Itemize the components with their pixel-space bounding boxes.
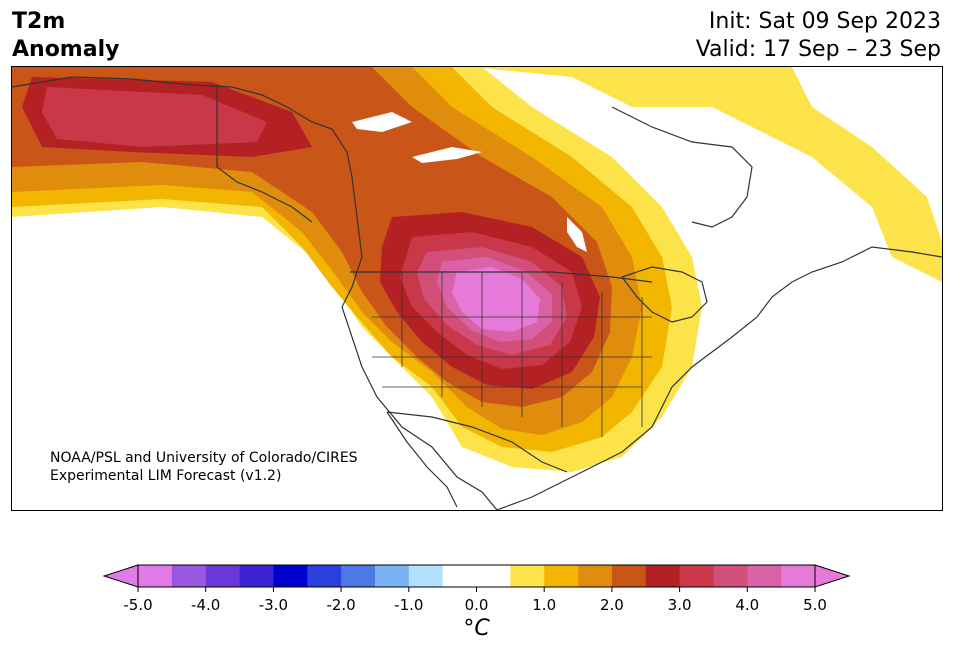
colorbar-cell [611,565,647,587]
colorbar-unit: °C [463,616,490,641]
colorbar-tick-label: -5.0 [123,596,152,614]
hudson-bay-coast [611,106,753,228]
baja-coastline [386,411,458,508]
state-lines [372,272,652,437]
anomaly-map: NOAA/PSL and University of Colorado/CIRE… [11,66,943,511]
colorbar-cell [307,565,342,587]
colorbar-cell [645,565,681,587]
great-slave-lake [412,147,482,163]
colorbar-cell [781,565,816,587]
title-quantity: Anomaly [12,37,120,62]
colorbar-tick-label: 4.0 [735,596,759,614]
great-bear-lake [352,112,412,132]
colorbar-cell [442,565,477,587]
valid-range: Valid: 17 Sep – 23 Sep [695,37,941,62]
map-title: T2m Anomaly [12,8,119,64]
colorbar-cell [138,565,173,587]
colorbar-cell [341,565,376,587]
init-date: Init: Sat 09 Sep 2023 [708,9,941,34]
colorbar: -5.0 -4.0 -3.0 -2.0 -1.0 0.0 1.0 2.0 3.0 4.0 5.0 [102,564,851,614]
forecast-dates: Init: Sat 09 Sep 2023 Valid: 17 Sep – 23… [696,8,941,64]
colorbar-cell [239,565,274,587]
colorbar-cell [205,565,241,587]
colorbar-cell [476,565,511,587]
credit-line-1: NOAA/PSL and University of Colorado/CIRE… [50,450,358,466]
colorbar-cell [544,565,579,587]
colorbar-cell [510,565,545,587]
map-svg [12,67,942,510]
colorbar-extend-max [814,564,851,588]
colorbar-cell [408,565,444,587]
colorbar-extend-min [102,564,139,588]
colorbar-tick-label: -3.0 [259,596,288,614]
colorbar-tick-label: 0.0 [465,596,489,614]
great-lakes-outline [621,266,708,323]
data-credit: NOAA/PSL and University of Colorado/CIRE… [50,449,358,485]
colorbar-tick-label: 2.0 [600,596,624,614]
north-america-coastline [12,76,942,510]
colorbar-ticks: -5.0 -4.0 -3.0 -2.0 -1.0 0.0 1.0 2.0 3.0 4.0 5.0 [123,587,827,614]
colorbar-cell [679,565,714,587]
lake-winnipeg [567,217,587,252]
anomaly-band-4p5 [452,267,540,332]
us-mexico-border [386,411,568,473]
map-outlines [12,76,942,510]
colorbar-tick-label: -1.0 [394,596,423,614]
colorbar-cell [747,565,782,587]
alaska-border [216,87,313,223]
colorbar-cell [713,565,748,587]
colorbar-cell [374,565,410,587]
colorbar-tick-label: 3.0 [668,596,692,614]
colorbar-tick-label: 1.0 [532,596,556,614]
credit-line-2: Experimental LIM Forecast (v1.2) [50,468,282,484]
colorbar-tick-label: -2.0 [326,596,355,614]
colorbar-tick-label: -4.0 [191,596,220,614]
lakes [352,112,587,252]
colorbar-tick-label: 5.0 [803,596,827,614]
colorbar-cell [171,565,207,587]
title-variable: T2m [12,9,66,34]
colorbar-cells [102,564,851,588]
colorbar-cell [578,565,613,587]
colorbar-cell [273,565,308,587]
